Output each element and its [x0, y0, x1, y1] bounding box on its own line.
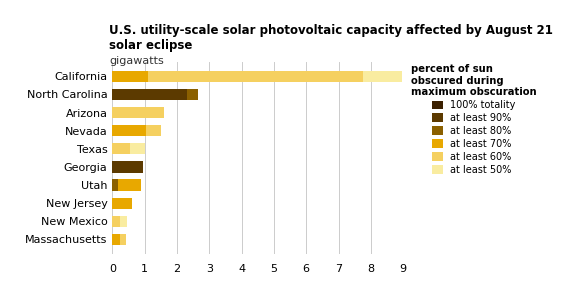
- Bar: [112, 234, 120, 245]
- Bar: [120, 216, 127, 227]
- Bar: [363, 71, 401, 82]
- Bar: [130, 143, 145, 155]
- Bar: [120, 234, 126, 245]
- Bar: [112, 143, 130, 155]
- Bar: [112, 161, 143, 173]
- Legend: 100% totality, at least 90%, at least 80%, at least 70%, at least 60%, at least : 100% totality, at least 90%, at least 80…: [409, 62, 539, 177]
- Bar: [187, 89, 198, 100]
- Bar: [112, 107, 164, 118]
- Bar: [112, 216, 120, 227]
- Bar: [112, 198, 132, 209]
- Bar: [148, 71, 363, 82]
- Bar: [112, 125, 146, 136]
- Text: gigawatts: gigawatts: [109, 56, 164, 66]
- Bar: [112, 179, 118, 191]
- Text: U.S. utility-scale solar photovoltaic capacity affected by August 21 solar eclip: U.S. utility-scale solar photovoltaic ca…: [109, 24, 554, 52]
- Bar: [146, 125, 161, 136]
- Bar: [118, 179, 142, 191]
- Bar: [112, 89, 187, 100]
- Bar: [112, 71, 148, 82]
